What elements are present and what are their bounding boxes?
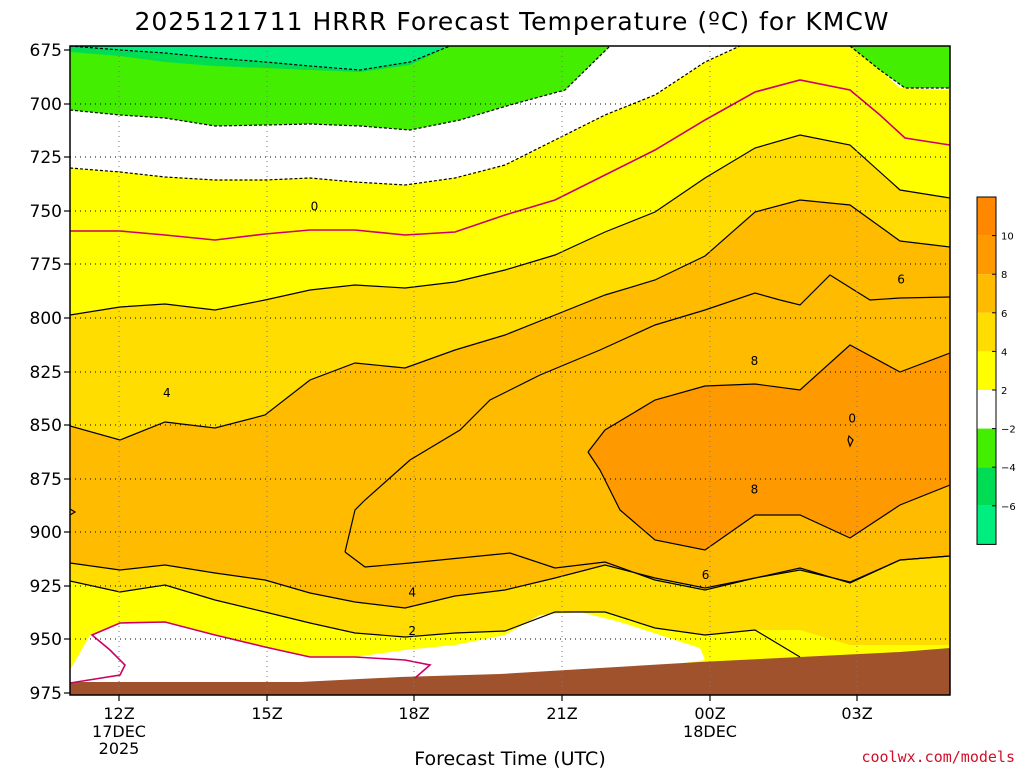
y-tick-label: 900	[30, 523, 62, 543]
colorbar-segment	[977, 390, 996, 429]
contour-line-8	[587, 344, 950, 453]
x-tick-label: 15Z	[251, 704, 282, 723]
contour-line-4	[70, 199, 950, 441]
contour-label: 6	[702, 568, 710, 582]
colorbar-segment	[977, 467, 996, 506]
colorbar-tick-label: 6	[1001, 309, 1007, 320]
y-tick-label: 975	[30, 684, 62, 704]
y-tick-label: 925	[30, 577, 62, 597]
x-tick-label: 12Z	[103, 704, 134, 723]
y-tick-label: 750	[30, 202, 62, 222]
x-tick-sublabel: 17DEC	[92, 722, 146, 741]
colorbar: 10 8 6 4 2 −2 −4 −6	[976, 196, 1016, 545]
fill-minus-4-right	[850, 46, 950, 88]
contour-line-10	[847, 434, 854, 448]
x-axis-label: Forecast Time (UTC)	[414, 748, 605, 768]
colorbar-tick-label: −6	[1001, 502, 1016, 513]
colorbar-segment	[977, 312, 996, 352]
contour-label: 6	[897, 272, 905, 286]
contour-line-zero	[70, 79, 950, 241]
colorbar-tick-label: −2	[1001, 425, 1016, 436]
y-tick-label: 775	[30, 255, 62, 275]
colorbar-tick-label: 4	[1001, 347, 1007, 358]
contour-line-2-lower	[70, 580, 801, 658]
contour-label: 2	[408, 624, 416, 638]
plot-frame	[69, 45, 951, 696]
contour-label: 4	[408, 585, 416, 599]
contour-line-6-lower	[344, 551, 950, 591]
y-tick-label: 800	[30, 309, 62, 329]
credit-text: coolwx.com/models	[861, 748, 1015, 766]
colorbar-segment	[977, 505, 996, 545]
y-tick-label: 875	[30, 470, 62, 490]
y-tick-label: 850	[30, 416, 62, 436]
contour-line-4-lower	[70, 555, 950, 609]
x-tick-sublabel: 18DEC	[683, 722, 737, 741]
contour-line-minus-2-right	[849, 46, 950, 89]
contour-fills	[70, 46, 950, 695]
colorbar-segment	[977, 197, 996, 236]
contour-labels: 0 4 4 2 6 8 8 0 6	[163, 199, 905, 638]
contour-label: 8	[751, 482, 759, 496]
colorbar-segment	[977, 274, 996, 313]
colorbar-segment	[977, 428, 996, 468]
y-tick-label: 725	[30, 148, 62, 168]
left-edge-marker	[69, 508, 77, 516]
contour-label: 8	[751, 354, 759, 368]
contour-line-zero-lower	[70, 621, 432, 684]
y-tick-label: 825	[30, 363, 62, 383]
fill-neutral-lower	[70, 612, 705, 686]
contour-line-2	[70, 134, 950, 316]
colorbar-tick-label: 2	[1001, 386, 1007, 397]
y-tick-label: 700	[30, 95, 62, 115]
contour-label: 0	[848, 412, 856, 426]
contour-line-minus-2	[70, 46, 741, 186]
fill-minus-4-to-minus-2	[70, 46, 610, 130]
fill-8-to-10	[588, 345, 950, 550]
x-tick-label: 03Z	[841, 704, 872, 723]
x-tick-label: 00Z	[694, 704, 725, 723]
x-tick-label: 18Z	[398, 704, 429, 723]
y-tick-label: 675	[30, 41, 62, 61]
contour-line-minus-4	[70, 46, 611, 131]
contour-label: 0	[311, 199, 319, 213]
fill-ground	[70, 648, 950, 695]
grid	[70, 46, 950, 695]
contour-line-minus-6	[70, 46, 451, 71]
fill-below-minus-6	[70, 46, 450, 70]
colorbar-tick-label: −4	[1001, 463, 1016, 474]
contour-line-6	[344, 274, 950, 553]
colorbar-segment	[977, 351, 996, 390]
colorbar-tick-label: 10	[1001, 232, 1014, 243]
chart-title: 2025121711 HRRR Forecast Temperature (ºC…	[134, 7, 889, 36]
colorbar-segment	[977, 235, 996, 275]
y-tick-label: 950	[30, 630, 62, 650]
y-axis: 675 700 725 750 775 800 825 850 875 900 925 950 975	[30, 41, 70, 704]
colorbar-tick-label: 8	[1001, 270, 1007, 281]
x-tick-sublabel: 2025	[99, 739, 140, 758]
colorbar-frame	[976, 196, 997, 545]
contour-label: 4	[163, 386, 171, 400]
x-tick-label: 21Z	[546, 704, 577, 723]
